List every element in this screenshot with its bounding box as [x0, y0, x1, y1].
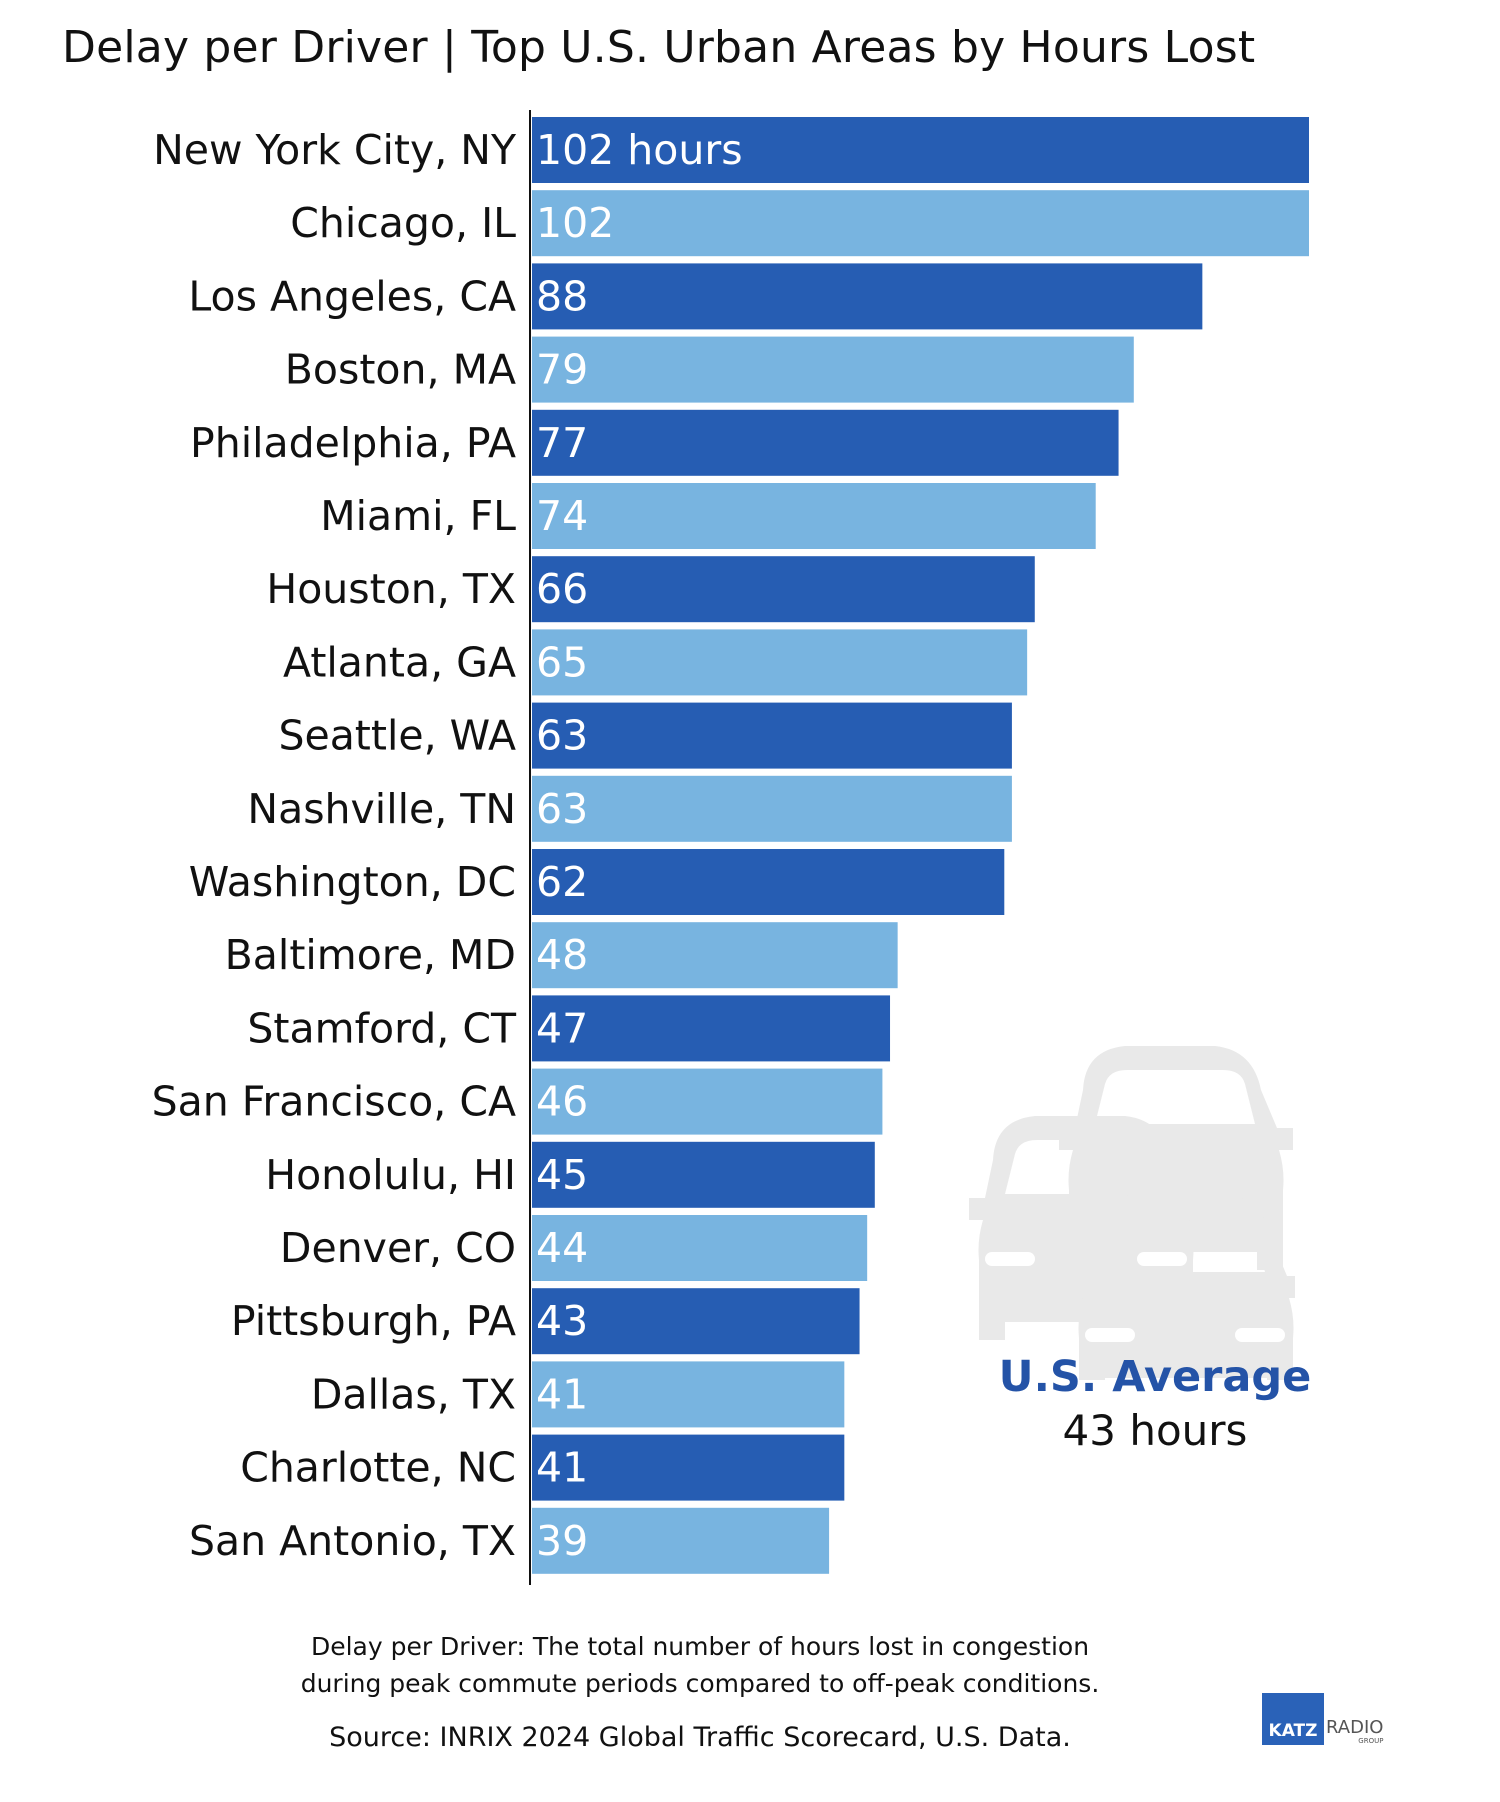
- value-label: 102 hours: [536, 126, 743, 174]
- category-label: Boston, MA: [285, 346, 516, 394]
- value-label: 47: [536, 1004, 588, 1052]
- category-label: Pittsburgh, PA: [231, 1297, 516, 1345]
- bar: [532, 1434, 845, 1501]
- bar: [532, 409, 1119, 476]
- bar: [532, 483, 1096, 549]
- bar: [532, 922, 898, 989]
- bar: [532, 190, 1309, 257]
- bar: [532, 775, 1012, 842]
- bar: [532, 995, 891, 1062]
- category-label: Dallas, TX: [311, 1370, 516, 1418]
- bar: [532, 1288, 860, 1355]
- value-label: 43: [536, 1297, 588, 1345]
- category-label: Washington, DC: [189, 858, 516, 906]
- bar: [532, 1141, 875, 1208]
- category-label: Baltimore, MD: [225, 931, 516, 979]
- value-label: 62: [536, 858, 588, 906]
- category-label: Denver, CO: [280, 1224, 516, 1272]
- category-label: Nashville, TN: [247, 785, 516, 833]
- category-label: Atlanta, GA: [283, 638, 516, 686]
- traffic-cars-icon: [969, 1046, 1295, 1380]
- category-label: San Antonio, TX: [189, 1517, 516, 1565]
- value-label: 79: [536, 346, 588, 394]
- value-label: 39: [536, 1517, 588, 1565]
- footnote-line-2: during peak commute periods compared to …: [300, 1669, 1100, 1698]
- value-label: 48: [536, 931, 588, 979]
- category-label: Houston, TX: [266, 565, 516, 613]
- category-label: Charlotte, NC: [240, 1444, 516, 1492]
- bar: [532, 629, 1028, 696]
- footnote: Delay per Driver: The total number of ho…: [150, 1628, 1250, 1702]
- value-label: 41: [536, 1444, 588, 1492]
- value-label: 63: [536, 785, 588, 833]
- bar: [532, 263, 1203, 330]
- value-label: 74: [536, 492, 588, 540]
- value-label: 41: [536, 1370, 588, 1418]
- bar: [532, 1361, 845, 1428]
- bar: [532, 336, 1134, 403]
- chart-title: Delay per Driver | Top U.S. Urban Areas …: [62, 22, 1256, 73]
- bar: [532, 1068, 883, 1135]
- category-label: Seattle, WA: [278, 712, 516, 760]
- category-label: Honolulu, HI: [265, 1151, 516, 1199]
- footnote-line-1: Delay per Driver: The total number of ho…: [310, 1632, 1090, 1661]
- bar: [532, 849, 1005, 915]
- average-title: U.S. Average: [998, 1352, 1312, 1402]
- average-value: 43 hours: [1062, 1406, 1248, 1455]
- logo-group: GROUP: [1358, 1737, 1384, 1745]
- bar: [532, 1507, 830, 1574]
- katz-radio-logo: KATZ RADIO GROUP: [1262, 1693, 1383, 1745]
- bar: [532, 117, 1309, 183]
- value-label: 44: [536, 1224, 588, 1272]
- category-label: Chicago, IL: [290, 199, 516, 247]
- category-label: Philadelphia, PA: [190, 419, 516, 467]
- value-label: 88: [536, 272, 588, 320]
- value-label: 46: [536, 1078, 588, 1126]
- bar: [532, 1215, 868, 1281]
- logo-brand: KATZ: [1262, 1693, 1324, 1745]
- value-label: 65: [536, 638, 588, 686]
- category-label: Miami, FL: [320, 492, 516, 540]
- value-label: 102: [536, 199, 614, 247]
- category-label: New York City, NY: [153, 126, 517, 174]
- category-label: Stamford, CT: [247, 1004, 517, 1052]
- source-note: Source: INRIX 2024 Global Traffic Scorec…: [329, 1722, 1071, 1753]
- value-label: 66: [536, 565, 588, 613]
- value-label: 63: [536, 712, 588, 760]
- value-label: 45: [536, 1151, 588, 1199]
- category-label: San Francisco, CA: [152, 1078, 516, 1126]
- bar: [532, 702, 1012, 769]
- value-label: 77: [536, 419, 588, 467]
- bar: [532, 556, 1035, 623]
- bar-chart: New York City, NY 102 hours Chicago, IL 102…: [152, 110, 1309, 1585]
- category-label: Los Angeles, CA: [188, 272, 516, 320]
- logo-radio: RADIO: [1326, 1717, 1384, 1738]
